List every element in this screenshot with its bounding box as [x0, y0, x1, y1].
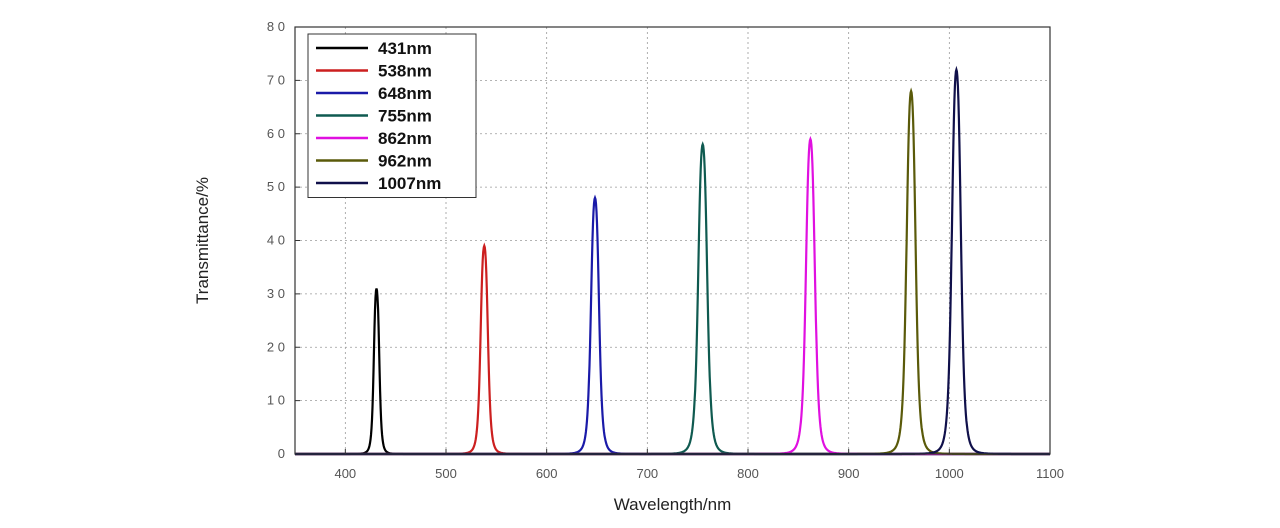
axis-ticks: 400 500 600 700 800 900 1000 1100 0 1 0 2 0 3 0 4 0 5… [267, 19, 1064, 481]
legend-label: 1007nm [378, 174, 441, 193]
legend-label: 862nm [378, 129, 432, 148]
y-axis-title: Transmittance/% [193, 177, 212, 304]
y-tick-label: 0 [278, 446, 285, 461]
legend: 431nm 538nm 648nm 755nm 862nm 962nm 1007nm [307, 33, 477, 198]
legend-label: 431nm [378, 39, 432, 58]
y-tick-label: 7 0 [267, 72, 285, 87]
y-tick-label: 6 0 [267, 126, 285, 141]
x-axis-title: Wavelength/nm [614, 495, 731, 514]
y-tick-label: 8 0 [267, 19, 285, 34]
y-tick-label: 4 0 [267, 233, 285, 248]
x-tick-label: 500 [435, 466, 457, 481]
legend-label: 648nm [378, 84, 432, 103]
series-line-648nm [295, 194, 1050, 456]
legend-label: 962nm [378, 152, 432, 171]
x-tick-label: 1000 [935, 466, 964, 481]
y-tick-label: 2 0 [267, 339, 285, 354]
y-tick-label: 1 0 [267, 393, 285, 408]
series-line-538nm [295, 242, 1050, 456]
series-line-431nm [295, 288, 1050, 456]
x-tick-label: 900 [838, 466, 860, 481]
x-tick-label: 800 [737, 466, 759, 481]
x-tick-label: 600 [536, 466, 558, 481]
legend-label: 538nm [378, 62, 432, 81]
x-tick-label: 700 [636, 466, 658, 481]
y-tick-label: 5 0 [267, 179, 285, 194]
legend-label: 755nm [378, 107, 432, 126]
y-tick-label: 3 0 [267, 286, 285, 301]
x-tick-label: 400 [334, 466, 356, 481]
x-tick-label: 1100 [1036, 466, 1064, 481]
